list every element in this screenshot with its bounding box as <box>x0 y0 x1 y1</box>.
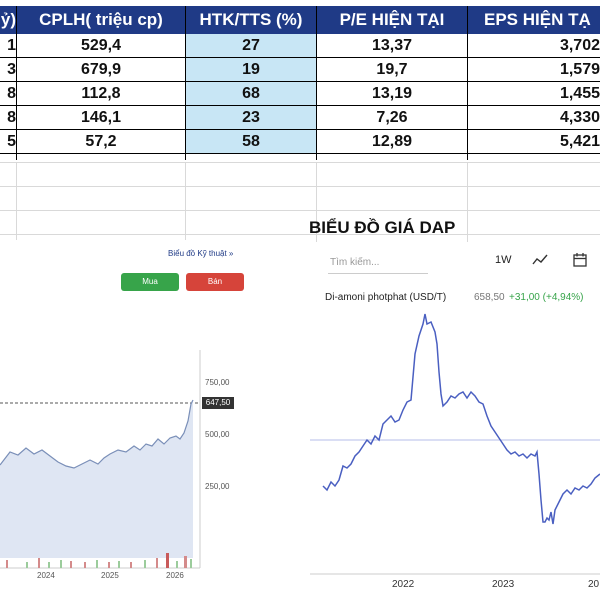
table-cell[interactable]: 8 <box>7 85 16 102</box>
table-cell[interactable]: 23 <box>186 106 316 129</box>
x-tick-label: 2026 <box>166 571 184 580</box>
series-price: 658,50 <box>474 292 505 303</box>
timeframe-button[interactable]: 1W <box>495 254 512 266</box>
column-divider <box>316 6 317 160</box>
table-row: 8 146,1 23 7,26 4,330 <box>0 106 600 130</box>
column-divider <box>467 6 468 160</box>
header-cell[interactable]: P/E HIỆN TẠI <box>339 10 445 29</box>
table-cell[interactable]: 27 <box>186 34 316 57</box>
column-divider <box>16 6 17 160</box>
table-cell[interactable]: 5,421 <box>559 133 600 150</box>
x-tick-label: 2024 <box>37 571 55 580</box>
header-cell[interactable]: CPLH( triệu cp) <box>39 10 163 29</box>
table-cell[interactable]: 19,7 <box>376 61 408 78</box>
table-cell[interactable]: 3 <box>7 61 16 78</box>
search-underline <box>328 273 428 274</box>
column-divider <box>185 6 186 160</box>
price-area-chart[interactable] <box>0 240 252 600</box>
table-cell[interactable]: 7,26 <box>376 109 408 126</box>
table-cell[interactable]: 13,37 <box>371 37 413 54</box>
table-cell[interactable]: 57,2 <box>85 133 117 150</box>
volume-bars <box>6 553 192 568</box>
price-area <box>0 400 193 558</box>
y-tick-label: 500,00 <box>205 430 230 439</box>
table-cell[interactable]: 5 <box>7 133 16 150</box>
y-tick-label: 250,00 <box>205 482 230 491</box>
table-cell[interactable]: 4,330 <box>559 109 600 126</box>
dap-price-line <box>322 313 600 525</box>
buy-button[interactable]: Mua <box>121 273 179 291</box>
x-tick-label: 2025 <box>101 571 119 580</box>
search-input[interactable]: Tìm kiếm... <box>330 257 380 268</box>
stock-chart-panel: Biểu đồ Kỹ thuật » Mua Bán 750,0 <box>0 240 252 600</box>
x-tick-label: 2022 <box>392 579 415 590</box>
series-change: +31,00 (+4,94%) <box>509 292 584 303</box>
table-cell[interactable]: 529,4 <box>80 37 122 54</box>
header-cell[interactable]: EPS HIỆN TẠ <box>484 10 591 29</box>
x-tick-label: 20 <box>588 579 600 590</box>
table-cell[interactable]: 146,1 <box>80 109 122 126</box>
table-row: 3 679,9 19 19,7 1,579 <box>0 58 600 82</box>
chart-title: BIỂU ĐỒ GIÁ DAP <box>309 218 456 237</box>
table-cell[interactable]: 12,89 <box>371 133 413 150</box>
table-header-row: ỷ) CPLH( triệu cp) HTK/TTS (%) P/E HIỆN … <box>0 6 600 34</box>
header-cell[interactable]: ỷ) <box>0 10 16 29</box>
dap-chart-panel: Tìm kiếm... 1W Di-amoni photphat (USD/T)… <box>310 244 600 600</box>
dap-line-chart[interactable] <box>310 244 600 600</box>
technical-chart-link[interactable]: Biểu đồ Kỹ thuật » <box>168 249 234 258</box>
x-tick-label: 2023 <box>492 579 515 590</box>
table-row: 5 57,2 58 12,89 5,421 <box>0 130 600 154</box>
table-cell[interactable]: 13,19 <box>371 85 413 102</box>
table-cell[interactable]: 1,455 <box>559 85 600 102</box>
table-cell[interactable]: 58 <box>186 130 316 153</box>
header-cell[interactable]: HTK/TTS (%) <box>199 10 303 29</box>
sell-button[interactable]: Bán <box>186 273 244 291</box>
table-cell[interactable]: 8 <box>7 109 16 126</box>
series-name: Di-amoni photphat (USD/T) <box>325 292 447 303</box>
table-cell[interactable]: 112,8 <box>81 85 121 102</box>
line-chart-icon[interactable] <box>532 252 548 268</box>
table-cell[interactable]: 679,9 <box>80 61 122 78</box>
price-line <box>0 399 194 469</box>
table-cell[interactable]: 1,579 <box>559 61 600 78</box>
table-cell[interactable]: 3,702 <box>559 37 600 54</box>
y-tick-label: 750,00 <box>205 378 230 387</box>
table-row: 8 112,8 68 13,19 1,455 <box>0 82 600 106</box>
current-price-tag: 647,50 <box>202 397 234 409</box>
calendar-icon[interactable] <box>572 252 588 268</box>
empty-grid <box>0 162 600 242</box>
table-cell[interactable]: 19 <box>186 58 316 81</box>
table-cell[interactable]: 1 <box>7 37 16 54</box>
table-cell[interactable]: 68 <box>186 82 316 105</box>
table-row: 1 529,4 27 13,37 3,702 <box>0 34 600 58</box>
